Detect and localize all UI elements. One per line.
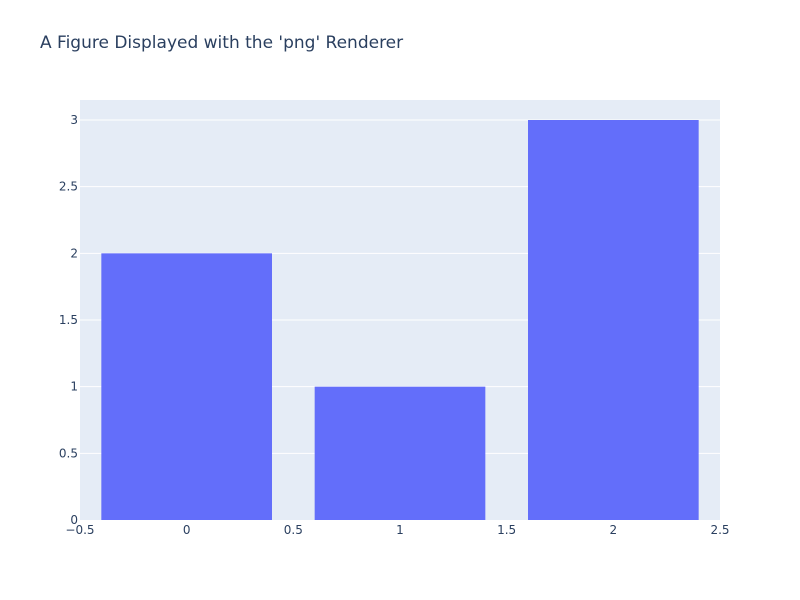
- x-tick-label: 1.5: [497, 523, 516, 537]
- y-tick-label: 0: [70, 513, 78, 527]
- x-tick-label: −0.5: [65, 523, 94, 537]
- x-tick-label: 2.5: [710, 523, 729, 537]
- y-tick-label: 0.5: [59, 446, 78, 460]
- y-tick-label: 2.5: [59, 180, 78, 194]
- bar[interactable]: [314, 386, 486, 520]
- x-axis-ticks: −0.5 0 0.5 1 1.5 2 2.5: [65, 523, 729, 537]
- chart-title: A Figure Displayed with the 'png' Render…: [40, 33, 404, 53]
- x-tick-label: 1: [396, 523, 404, 537]
- y-tick-label: 1.5: [59, 313, 78, 327]
- x-tick-label: 0: [183, 523, 191, 537]
- y-tick-label: 2: [70, 246, 78, 260]
- x-tick-label: 0.5: [284, 523, 303, 537]
- bar[interactable]: [528, 120, 699, 520]
- y-tick-label: 1: [70, 380, 78, 394]
- x-tick-label: 2: [610, 523, 618, 537]
- y-tick-label: 3: [70, 113, 78, 127]
- bar[interactable]: [101, 253, 272, 521]
- y-axis-ticks: 0 0.5 1 1.5 2 2.5 3: [59, 113, 78, 527]
- bars: [101, 120, 699, 521]
